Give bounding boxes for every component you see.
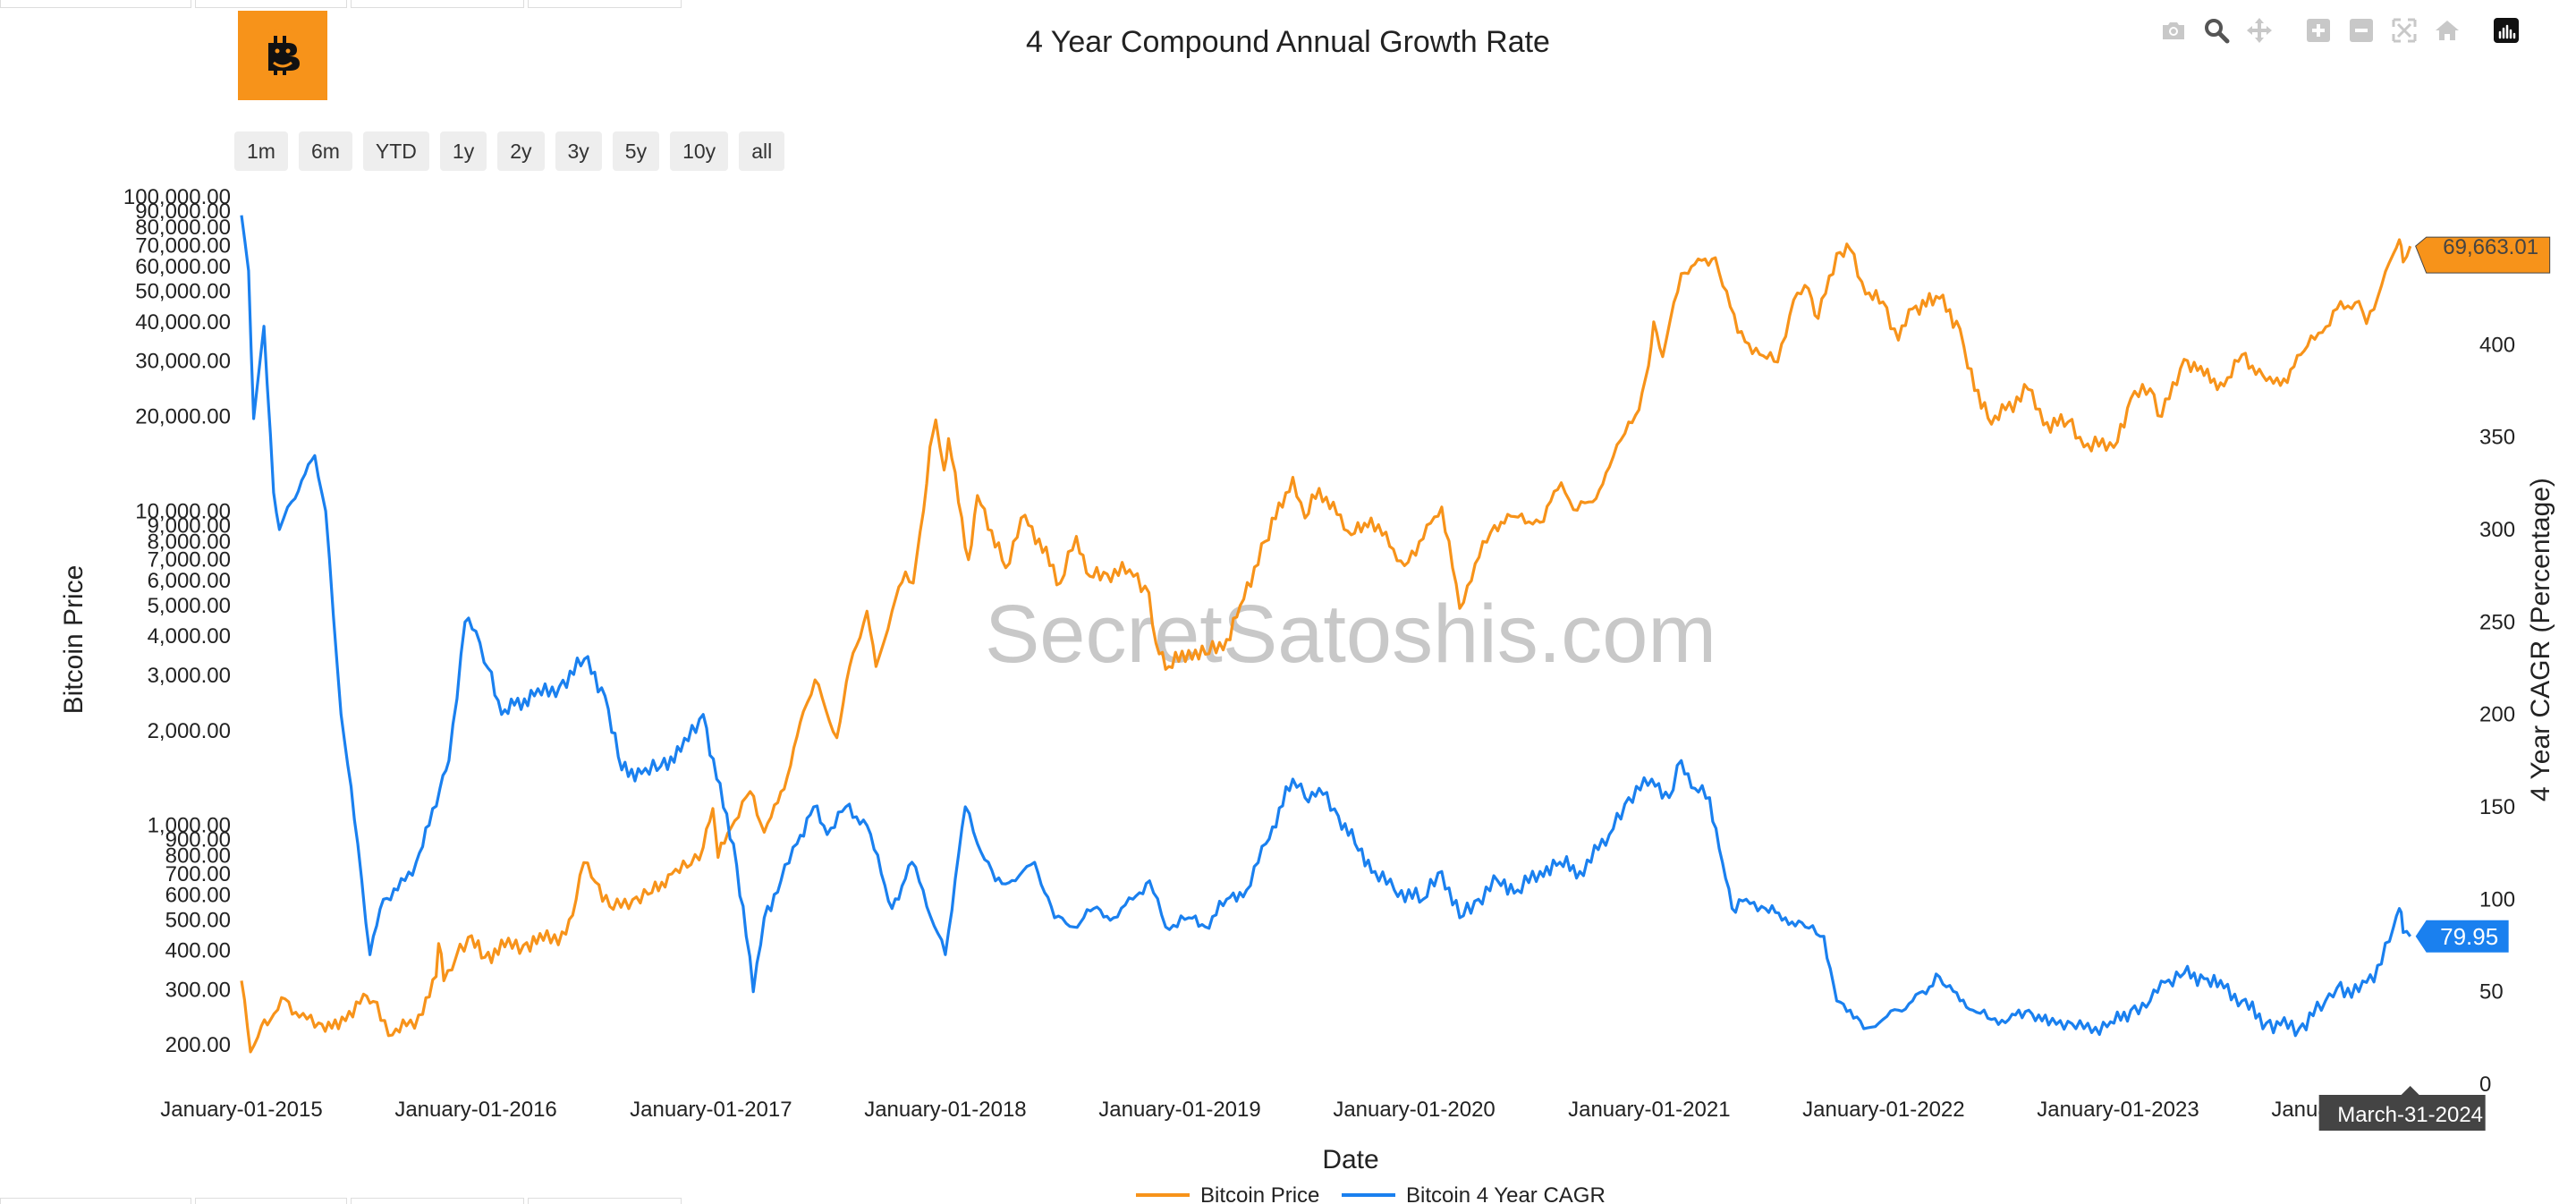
y-tick-label-8: 1,000.00 xyxy=(148,814,231,838)
range-button-ytd[interactable]: YTD xyxy=(362,131,429,171)
y-tick-label-4: 600.00 xyxy=(165,884,231,908)
bitcoin-logo-icon xyxy=(238,11,327,100)
hover-labels: 69,663.01 79.95 March-31-2024 xyxy=(2318,235,2551,1131)
x-axis-label: Date xyxy=(1322,1145,1378,1174)
range-button-5y[interactable]: 5y xyxy=(612,131,660,171)
hover-date-label: March-31-2024 xyxy=(2337,1103,2483,1127)
y-tick-label-19: 30,000.00 xyxy=(135,350,231,374)
chart-title: 4 Year Compound Annual Growth Rate xyxy=(1026,25,1550,59)
y2-tick-label-6: 300 xyxy=(2479,518,2515,542)
x-tick-label-0: January-01-2015 xyxy=(160,1098,322,1122)
reset-axes-icon[interactable] xyxy=(2429,13,2465,48)
zoom-in-icon[interactable] xyxy=(2301,13,2336,48)
y-tick-label-24: 80,000.00 xyxy=(135,216,231,240)
hover-cagr-box xyxy=(2415,920,2509,953)
x-tick-label-3: January-01-2018 xyxy=(864,1098,1026,1122)
y-tick-label-12: 5,000.00 xyxy=(148,594,231,618)
zoom-out-icon[interactable] xyxy=(2343,13,2379,48)
y2-tick-label-2: 100 xyxy=(2479,887,2515,911)
legend-label-1[interactable]: Bitcoin 4 Year CAGR xyxy=(1406,1183,1606,1204)
y-tick-label-1: 300.00 xyxy=(165,978,231,1002)
y-tick-label-9: 2,000.00 xyxy=(148,719,231,743)
bitcoin-face-icon xyxy=(256,29,309,82)
y-tick-label-7: 900.00 xyxy=(165,828,231,852)
autoscale-icon[interactable] xyxy=(2386,13,2422,48)
hover-price-box xyxy=(2415,236,2551,274)
y2-tick-label-0: 0 xyxy=(2479,1073,2491,1097)
legend: Bitcoin Price Bitcoin 4 Year CAGR xyxy=(1136,1183,1606,1204)
legend-label-0[interactable]: Bitcoin Price xyxy=(1200,1183,1319,1204)
range-button-all[interactable]: all xyxy=(739,131,785,171)
y2-axis-label: 4 Year CAGR (Percentage) xyxy=(2526,478,2555,801)
y-axis-label: Bitcoin Price xyxy=(59,565,89,715)
y-tick-label-6: 800.00 xyxy=(165,844,231,869)
range-button-1y[interactable]: 1y xyxy=(439,131,487,171)
x-tick-label-4: January-01-2019 xyxy=(1098,1098,1260,1122)
hover-cagr-label: 79.95 xyxy=(2440,923,2498,950)
plotly-logo-icon[interactable] xyxy=(2488,13,2524,48)
x-tick-label-8: January-01-2023 xyxy=(2037,1098,2199,1122)
modebar xyxy=(2156,13,2524,48)
x-tick-label-7: January-01-2022 xyxy=(1802,1098,1964,1122)
range-button-3y[interactable]: 3y xyxy=(555,131,602,171)
y-tick-label-15: 8,000.00 xyxy=(148,530,231,554)
pan-icon[interactable] xyxy=(2241,13,2277,48)
x-tick-label-2: January-01-2017 xyxy=(630,1098,792,1122)
hover-price-label: 69,663.01 xyxy=(2443,235,2538,259)
y2-axis-ticks: 050100150200250300350400450 xyxy=(2479,241,2515,1097)
x-tick-label-6: January-01-2021 xyxy=(1568,1098,1730,1122)
y-tick-label-23: 70,000.00 xyxy=(135,233,231,258)
y2-tick-label-7: 350 xyxy=(2479,426,2515,450)
y2-tick-label-3: 150 xyxy=(2479,795,2515,819)
y2-tick-label-5: 250 xyxy=(2479,610,2515,634)
series-line-bitcoin-cagr xyxy=(240,215,2412,1038)
y-tick-label-25: 90,000.00 xyxy=(135,199,231,224)
y-tick-label-5: 700.00 xyxy=(165,862,231,886)
zoom-icon[interactable] xyxy=(2199,13,2234,48)
range-button-6m[interactable]: 6m xyxy=(298,131,352,171)
y-tick-label-16: 9,000.00 xyxy=(148,513,231,538)
camera-icon[interactable] xyxy=(2156,13,2191,48)
bottom-tab-stubs xyxy=(0,1197,716,1204)
y-tick-label-20: 40,000.00 xyxy=(135,310,231,335)
y-axis-ticks: 200.00 300.00 400.00 500.00600.00700.00800.… xyxy=(123,185,231,1057)
y2-tick-label-4: 200 xyxy=(2479,703,2515,727)
y-tick-label-3: 500.00 xyxy=(165,908,231,932)
y-tick-label-22: 60,000.00 xyxy=(135,255,231,279)
range-button-1m[interactable]: 1m xyxy=(234,131,288,171)
y2-tick-label-8: 400 xyxy=(2479,333,2515,357)
range-button-10y[interactable]: 10y xyxy=(670,131,729,171)
x-axis-ticks: January-01-2015 January-01-2016 January-01… xyxy=(160,1098,2433,1122)
series-line-bitcoin-price xyxy=(240,238,2412,1054)
y-tick-label-11: 4,000.00 xyxy=(148,624,231,649)
watermark: SecretSatoshis.com xyxy=(985,589,1716,680)
y-tick-label-13: 6,000.00 xyxy=(148,569,231,593)
y-tick-label-18: 20,000.00 xyxy=(135,405,231,429)
y-tick-label-10: 3,000.00 xyxy=(148,664,231,688)
x-tick-label-5: January-01-2020 xyxy=(1333,1098,1495,1122)
range-button-2y[interactable]: 2y xyxy=(497,131,545,171)
y-tick-label-14: 7,000.00 xyxy=(148,548,231,572)
hover-date-box xyxy=(2318,1086,2486,1131)
top-tab-stubs xyxy=(0,0,716,11)
series-lines xyxy=(240,215,2412,1054)
y-tick-label-0: 200.00 xyxy=(165,1033,231,1057)
range-selector: 1m 6m YTD 1y 2y 3y 5y 10y all xyxy=(234,131,785,171)
y-tick-label-26: 100,000.00 xyxy=(123,185,231,209)
y-tick-label-17: 10,000.00 xyxy=(135,499,231,523)
y-tick-label-21: 50,000.00 xyxy=(135,280,231,304)
x-tick-label-1: January-01-2016 xyxy=(394,1098,556,1122)
y2-tick-label-1: 50 xyxy=(2479,980,2504,1005)
y-tick-label-2: 400.00 xyxy=(165,938,231,962)
